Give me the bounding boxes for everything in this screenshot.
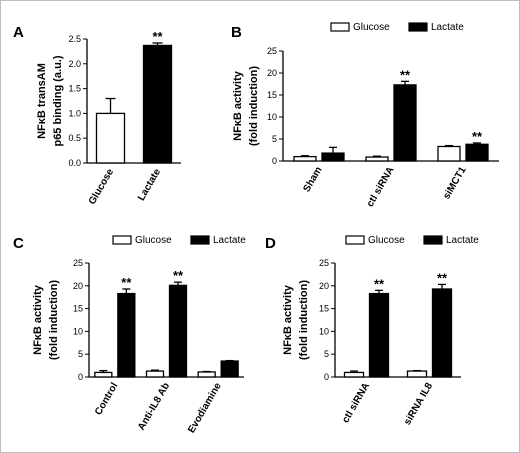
- bar: [465, 143, 489, 162]
- bar: [197, 371, 216, 378]
- y-tick-label: 15: [73, 304, 83, 314]
- legend-label: Glucose: [135, 235, 172, 246]
- y-tick-label: 0: [78, 372, 83, 382]
- y-axis-label-d-line1: NFκB activity: [282, 284, 294, 355]
- y-axis-label-d-line2: (fold induction): [298, 280, 310, 360]
- y-tick-label: 2.0: [68, 59, 81, 69]
- y-tick-label: 25: [73, 258, 83, 268]
- category-label: siRNA IL8: [402, 381, 435, 427]
- y-tick-label: 5: [324, 349, 329, 359]
- legend-label: Glucose: [368, 235, 405, 246]
- bar: [321, 152, 345, 162]
- y-tick-label: 20: [267, 68, 277, 78]
- y-tick-label: 10: [319, 326, 329, 336]
- y-axis-label-c-line2: (fold induction): [48, 280, 60, 360]
- legend-swatch: [423, 235, 443, 245]
- y-axis-label-a-line2: p65 binding (a.u.): [52, 55, 64, 146]
- y-tick-label: 1.5: [68, 84, 81, 94]
- category-label: Glucose: [87, 167, 116, 207]
- significance-label: **: [173, 268, 184, 283]
- legend-swatch: [112, 235, 132, 245]
- legend-swatch: [330, 22, 350, 32]
- bar: [437, 145, 461, 162]
- bar: [343, 371, 365, 378]
- category-label: ctl siRNA: [365, 165, 397, 209]
- significance-label: **: [437, 270, 448, 285]
- bar: [168, 284, 188, 378]
- y-tick-label: 25: [267, 46, 277, 56]
- y-axis-label-c-line1: NFκB activity: [32, 284, 44, 355]
- panel-b: B NFκB activity (fold induction) 0 5 10 15 20 25…: [231, 22, 499, 209]
- y-tick-label: 0.0: [68, 158, 81, 168]
- y-tick-label: 20: [73, 281, 83, 291]
- y-tick-label: 10: [73, 326, 83, 336]
- y-tick-label: 20: [319, 281, 329, 291]
- category-label: Control: [93, 381, 120, 417]
- bar: [117, 292, 136, 378]
- legend-label: Glucose: [353, 22, 390, 33]
- category-label: ctl siRNA: [340, 381, 372, 425]
- panel-c: C NFκB activity (fold induction) 0 5 10 15 20 25…: [13, 235, 246, 435]
- y-axis-label-b-line1: NFκB activity: [232, 70, 244, 141]
- significance-label: **: [374, 276, 385, 291]
- legend-label: Lactate: [431, 22, 464, 33]
- y-axis-label-b-line2: (fold induction): [248, 66, 260, 146]
- panel-label-b: B: [231, 24, 242, 41]
- y-tick-label: 5: [272, 134, 277, 144]
- bar: [94, 371, 113, 378]
- bar: [293, 155, 317, 162]
- y-tick-label: 15: [319, 304, 329, 314]
- significance-label: **: [400, 67, 411, 82]
- legend-label: Lactate: [446, 235, 479, 246]
- category-label: siMCT1: [441, 165, 469, 202]
- bar: [95, 112, 126, 164]
- y-axis-label-a-line1: NFκB transAM: [36, 63, 48, 139]
- legend-swatch: [408, 22, 428, 32]
- panel-a: A NFκB transAM p65 binding (a.u.) 0.0 0.5 1.0…: [13, 24, 181, 207]
- category-label: Sham: [301, 165, 324, 194]
- y-tick-label: 0.5: [68, 133, 81, 143]
- y-tick-label: 0: [272, 156, 277, 166]
- panel-label-a: A: [13, 24, 24, 41]
- significance-label: **: [121, 275, 132, 290]
- y-tick-label: 15: [267, 90, 277, 100]
- panel-d: D NFκB activity (fold induction) 0 5 10 15 20 25…: [265, 235, 479, 427]
- bar: [393, 84, 417, 162]
- category-label: Lactate: [136, 167, 163, 203]
- legend-swatch: [345, 235, 365, 245]
- panel-label-c: C: [13, 235, 24, 252]
- bar: [220, 360, 239, 378]
- significance-label: **: [472, 129, 483, 144]
- y-tick-label: 25: [319, 258, 329, 268]
- y-tick-label: 0: [324, 372, 329, 382]
- legend-label: Lactate: [213, 235, 246, 246]
- panel-label-d: D: [265, 235, 276, 252]
- bar: [431, 288, 453, 378]
- bar: [406, 370, 428, 378]
- category-label: Anti-IL8 Ab: [136, 381, 172, 432]
- y-tick-label: 2.5: [68, 34, 81, 44]
- legend-swatch: [190, 235, 210, 245]
- y-tick-label: 5: [78, 349, 83, 359]
- bar: [145, 370, 165, 378]
- bar: [368, 292, 390, 378]
- bar: [365, 156, 389, 162]
- bar: [142, 44, 173, 164]
- significance-label: **: [152, 29, 163, 44]
- y-tick-label: 1.0: [68, 108, 81, 118]
- y-tick-label: 10: [267, 112, 277, 122]
- category-label: Evodiamine: [186, 381, 224, 435]
